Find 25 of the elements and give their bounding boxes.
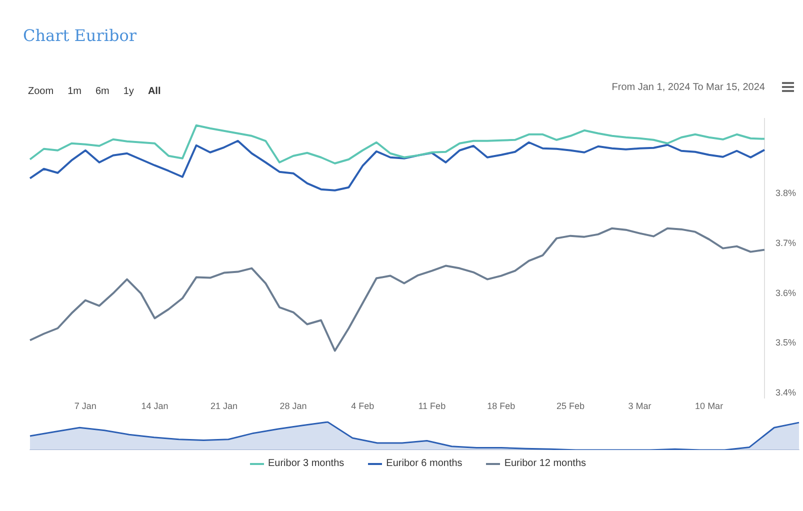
text: 1m xyxy=(68,86,82,97)
legend-label: Euribor 12 months xyxy=(504,458,586,469)
chart-title: Chart Euribor xyxy=(23,26,137,45)
text: 1y xyxy=(123,86,134,97)
x-tick-label: 10 Mar xyxy=(695,401,724,412)
x-tick-label: 3 Mar xyxy=(628,401,652,412)
text: All xyxy=(148,86,161,97)
x-tick-label: 4 Feb xyxy=(351,401,374,412)
y-tick-label: 3.5% xyxy=(775,338,796,348)
text: 6m xyxy=(95,86,110,97)
x-tick-label: 7 Jan xyxy=(74,401,96,412)
x-tick-label: 11 Feb xyxy=(418,401,446,412)
legend-label: Euribor 6 months xyxy=(386,458,462,469)
x-tick-label: 28 Jan xyxy=(280,401,307,412)
text: Zoom xyxy=(28,86,54,97)
legend-label: Euribor 3 months xyxy=(268,458,344,469)
text: From Jan 1, 2024 To Mar 15, 2024 xyxy=(610,82,765,93)
x-tick-label: 14 Jan xyxy=(141,401,168,412)
y-tick-label: 3.7% xyxy=(775,238,796,248)
y-tick-label: 3.6% xyxy=(775,288,796,298)
x-tick-label: 18 Feb xyxy=(487,401,516,412)
y-tick-label: 3.4% xyxy=(775,388,796,398)
x-tick-label: 25 Feb xyxy=(556,401,584,412)
x-tick-label: 21 Jan xyxy=(210,401,238,412)
y-tick-label: 3.8% xyxy=(775,188,796,198)
